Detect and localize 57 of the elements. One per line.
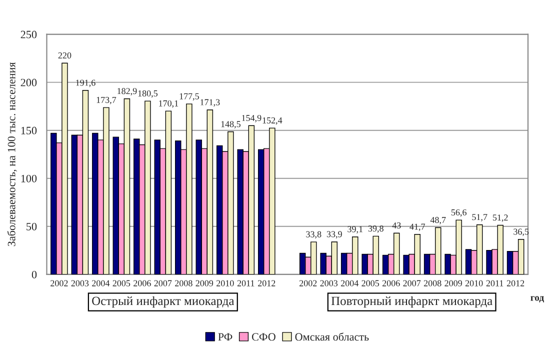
data-label: 39,8 xyxy=(368,225,384,233)
data-label: 33,8 xyxy=(306,231,322,239)
x-tick-label: 2004 xyxy=(92,280,110,286)
x-tick-label: 2006 xyxy=(134,280,151,286)
data-label: 177,5 xyxy=(180,93,199,101)
x-tick-label: 2008 xyxy=(175,280,192,286)
x-tick-label: 2005 xyxy=(112,280,130,286)
x-tick-label: 2012 xyxy=(258,280,276,286)
x-tick-label: 2011 xyxy=(486,280,504,286)
text: Повторный инфаркт миокарда xyxy=(331,296,492,308)
data-label: 220 xyxy=(58,52,72,58)
legend-label: СФО xyxy=(252,333,276,341)
data-label: 171,3 xyxy=(200,99,220,107)
data-label: 173,7 xyxy=(96,96,116,104)
x-tick-label: 2010 xyxy=(216,280,234,286)
y-tick-label: 0 xyxy=(32,270,37,278)
x-tick-label: 2008 xyxy=(424,280,442,286)
legend-label: РФ xyxy=(218,333,232,341)
y-axis-title: Заболеваемость, на 100 тыс. населения xyxy=(7,62,17,246)
data-label: 51,7 xyxy=(472,214,488,222)
data-label: 170,1 xyxy=(159,100,178,108)
data-label: 41,7 xyxy=(410,224,426,232)
data-label: 39,1 xyxy=(348,226,362,234)
data-label: 33,9 xyxy=(326,231,342,239)
data-label: 51,2 xyxy=(492,214,508,222)
text: Острый инфаркт миокарда xyxy=(92,296,234,308)
x-tick-label: 2002 xyxy=(50,280,68,286)
data-label: 191,6 xyxy=(76,80,96,88)
data-label: 36,5 xyxy=(514,228,529,236)
x-tick-label: 2002 xyxy=(299,280,317,286)
data-label: 152,4 xyxy=(262,117,282,125)
y-tick-label: 150 xyxy=(21,126,37,134)
y-tick-label: 250 xyxy=(20,30,37,38)
legend-label: Омская область xyxy=(295,332,369,341)
x-tick-label: 2009 xyxy=(444,280,462,286)
data-label: 148,5 xyxy=(221,121,240,128)
data-label: 154,9 xyxy=(242,114,262,122)
y-tick-label: 200 xyxy=(20,78,37,86)
y-tick-label: 100 xyxy=(21,174,37,182)
x-tick-label: 2007 xyxy=(154,280,172,286)
x-tick-label: 2006 xyxy=(382,280,400,286)
x-tick-label: 2010 xyxy=(465,280,483,286)
x-tick-label: 2003 xyxy=(71,280,89,286)
x-tick-label: 2011 xyxy=(237,280,254,286)
data-label: 182,9 xyxy=(118,88,137,96)
data-label: 43 xyxy=(392,222,401,228)
x-tick-label: 2012 xyxy=(506,280,524,286)
data-label: 56,6 xyxy=(451,209,466,217)
x-tick-label: 2004 xyxy=(340,280,358,286)
x-tick-label: 2007 xyxy=(403,280,421,286)
y-tick-label: 50 xyxy=(26,222,37,230)
x-tick-label: 2003 xyxy=(320,280,338,286)
data-label: 48,7 xyxy=(430,216,446,224)
text: год xyxy=(530,296,544,302)
x-tick-label: 2009 xyxy=(196,280,214,286)
data-label: 180,5 xyxy=(138,90,158,98)
x-tick-label: 2005 xyxy=(362,280,380,286)
